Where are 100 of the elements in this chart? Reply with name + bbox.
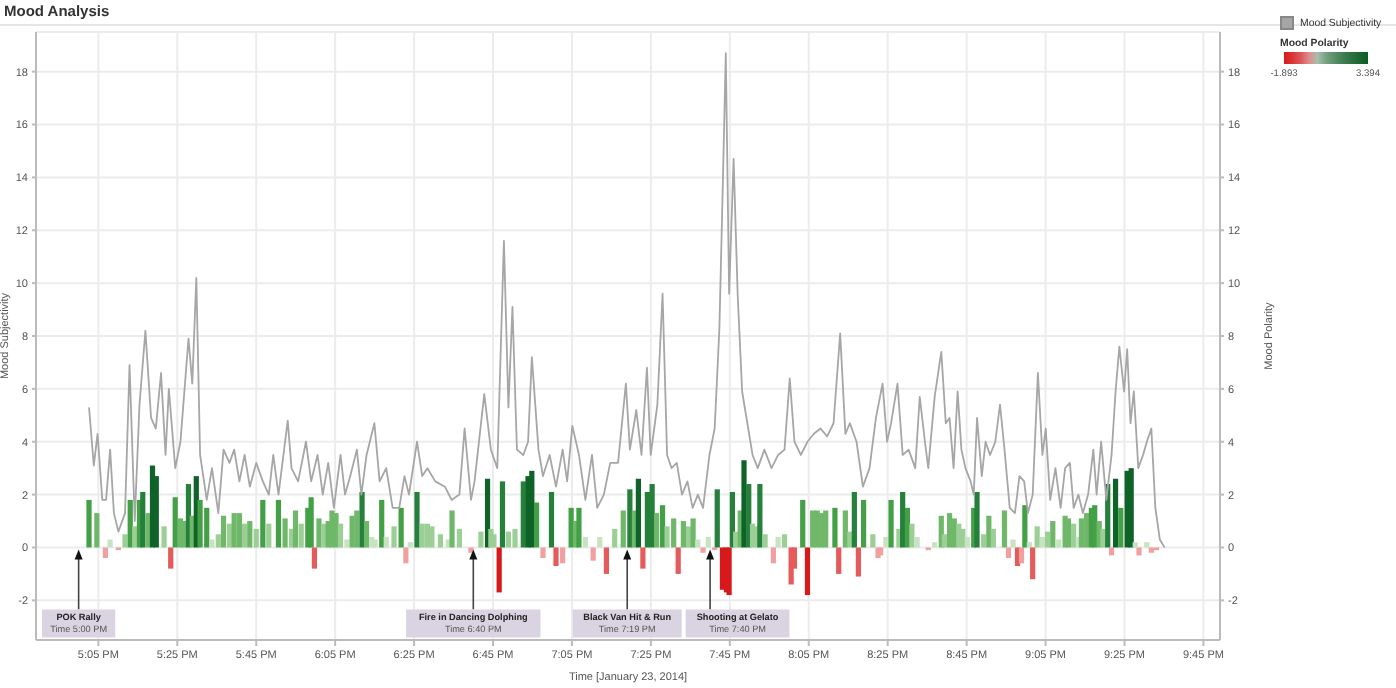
bar [337, 523, 344, 548]
bar [909, 523, 915, 548]
bar [379, 499, 385, 548]
bar [1050, 521, 1056, 548]
bar [960, 528, 966, 548]
bar [762, 534, 768, 548]
bar [690, 518, 696, 548]
bar [781, 534, 788, 548]
bar [1118, 507, 1124, 548]
bar [311, 547, 318, 569]
bar [499, 481, 506, 548]
bar [215, 534, 221, 548]
bar [253, 528, 259, 548]
bar [316, 518, 322, 548]
bar [391, 526, 397, 548]
bar [597, 536, 603, 548]
bar [533, 502, 540, 548]
bar [553, 547, 559, 566]
bar [496, 547, 502, 593]
bar [122, 534, 128, 548]
bar [140, 491, 146, 548]
line-series [88, 52, 1166, 549]
bar [914, 536, 920, 548]
bar [775, 536, 781, 548]
bar [757, 484, 763, 548]
bar [308, 497, 314, 548]
bar [800, 499, 806, 548]
bar [168, 547, 174, 569]
bar [932, 542, 938, 548]
bar [282, 518, 288, 548]
bar [491, 534, 497, 548]
bar [1132, 542, 1138, 548]
bar [260, 499, 266, 548]
bar [94, 513, 100, 548]
bar [419, 523, 425, 548]
bar [231, 513, 237, 548]
bar [548, 491, 555, 548]
bar [1144, 542, 1150, 548]
bar [275, 499, 282, 548]
bar [1100, 528, 1106, 548]
bar [888, 499, 894, 548]
bar [429, 526, 435, 548]
bar [964, 536, 970, 548]
bar [1136, 547, 1142, 556]
bar [1022, 505, 1028, 548]
bar [946, 513, 953, 548]
bar [680, 521, 686, 548]
bar [671, 518, 677, 548]
bar [209, 539, 215, 548]
bar [226, 523, 233, 548]
bar [161, 526, 167, 548]
bar [204, 507, 210, 548]
bar [86, 499, 92, 548]
bar [1071, 523, 1077, 548]
bar [675, 547, 681, 574]
bar [560, 547, 566, 564]
bar [540, 547, 546, 559]
bar [505, 531, 511, 548]
bar [664, 526, 670, 548]
bar [974, 491, 980, 548]
bar [900, 491, 906, 548]
bar [407, 542, 413, 548]
bar [512, 528, 518, 548]
bar [733, 531, 739, 548]
bar [986, 515, 992, 548]
bar [437, 534, 444, 548]
bar [576, 507, 582, 548]
bar [172, 497, 178, 548]
bar [383, 536, 389, 548]
bar [107, 539, 113, 548]
bar [741, 460, 747, 548]
bar [529, 470, 535, 548]
bar [654, 513, 660, 548]
bar [847, 531, 853, 548]
bar [220, 515, 227, 548]
bar [359, 491, 365, 548]
bar [247, 521, 253, 548]
bar [1044, 531, 1051, 548]
bar [941, 534, 947, 548]
bar [1112, 478, 1119, 548]
bar [582, 536, 588, 548]
bar [456, 528, 462, 548]
bar [449, 510, 455, 548]
bar [836, 547, 842, 574]
bar [197, 499, 203, 548]
bar [851, 491, 857, 548]
bar [1010, 539, 1016, 548]
bar [832, 507, 838, 548]
bar [236, 513, 242, 548]
bar [292, 510, 299, 548]
bar [1148, 547, 1154, 553]
bar [363, 521, 370, 548]
bar [242, 523, 248, 548]
bar [1001, 510, 1008, 548]
bar [770, 547, 776, 564]
bar [855, 547, 861, 577]
bar [860, 499, 867, 548]
bar [478, 531, 484, 548]
bar [414, 491, 420, 548]
bar [398, 507, 404, 548]
